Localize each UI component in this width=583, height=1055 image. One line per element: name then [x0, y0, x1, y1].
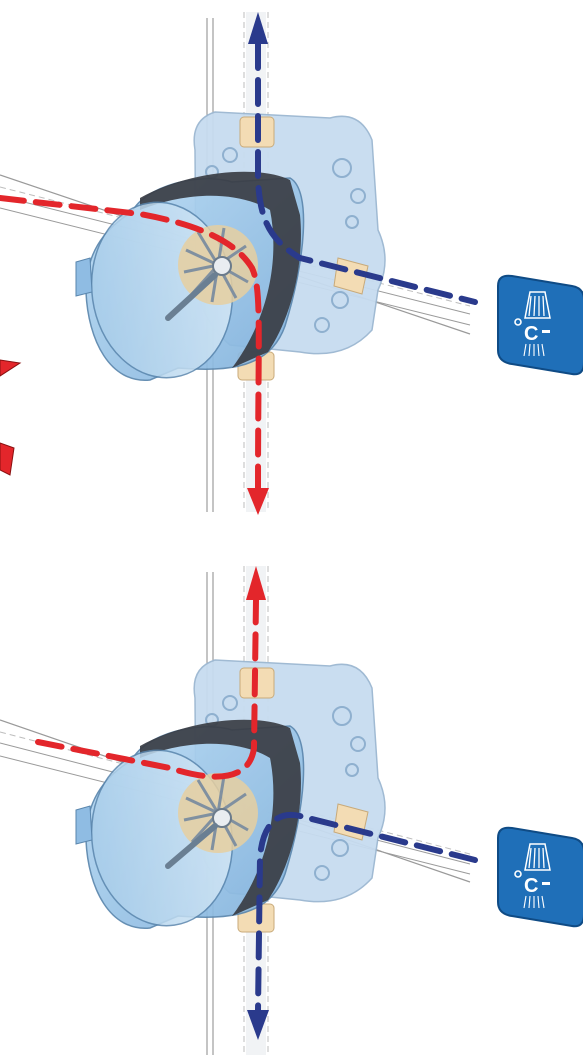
- diagram-panel-top: C: [0, 0, 583, 527]
- red-arrow-icon: [0, 359, 22, 476]
- valve-cylinder: [75, 171, 305, 381]
- cold-water-path: [255, 41, 478, 305]
- valve-diagram-top: C: [0, 12, 583, 515]
- cold-water-arrow-icon: [248, 12, 268, 44]
- valve-diagram-bottom: C: [0, 566, 583, 1055]
- hot-water-arrow-icon: [247, 488, 269, 515]
- thermostatic-shower-icon: C: [497, 274, 583, 376]
- diagram-panel-bottom: C: [0, 528, 583, 1055]
- valve-cylinder: [75, 719, 305, 929]
- cold-water-path: [255, 811, 478, 1013]
- svg-text:C: C: [524, 875, 538, 897]
- hot-water-path: [35, 597, 259, 780]
- svg-text:C: C: [524, 323, 538, 345]
- thermostatic-shower-icon: C: [497, 826, 583, 928]
- hot-water-path: [0, 195, 262, 493]
- cold-water-arrow-icon: [247, 1010, 269, 1040]
- hot-water-arrow-icon: [246, 566, 266, 600]
